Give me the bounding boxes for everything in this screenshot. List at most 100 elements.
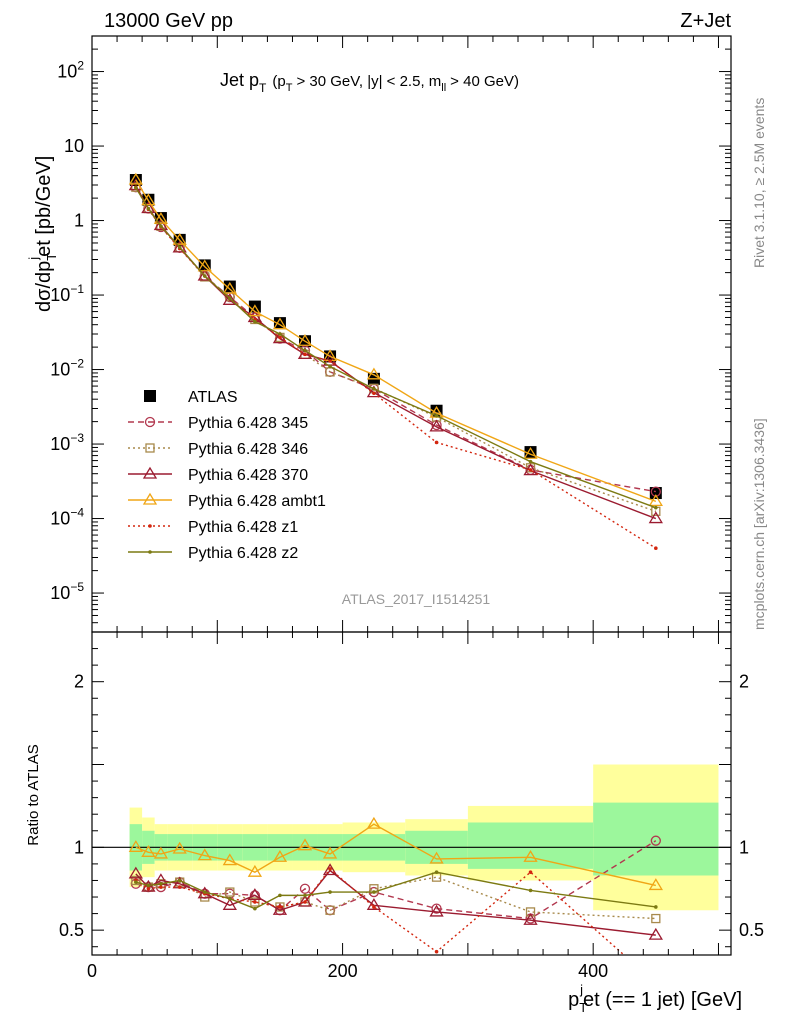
- data-point: [366, 816, 382, 829]
- data-point: [654, 981, 658, 985]
- y-tick-exponent: −4: [70, 506, 84, 520]
- data-point: [272, 903, 288, 915]
- data-point: [648, 494, 663, 507]
- title-main-sub: T: [259, 81, 267, 95]
- title-main: Jet p: [220, 70, 259, 90]
- data-point: [253, 319, 257, 324]
- y-tick-base: 10: [50, 360, 70, 380]
- data-point: [159, 885, 163, 889]
- data-point: [159, 881, 163, 886]
- data-point: [303, 900, 307, 904]
- data-point: [297, 838, 313, 851]
- ratio-y-tick-label: 1: [74, 837, 84, 857]
- data-point: [172, 240, 187, 253]
- data-point: [303, 893, 307, 898]
- legend-entry: Pythia 6.428 ambt1: [128, 492, 326, 510]
- title-cut-sub1: T: [286, 82, 293, 94]
- data-point: [650, 835, 661, 846]
- ratio-line: [135, 869, 656, 936]
- data-point: [523, 912, 538, 925]
- x-axis-label: pTjet (== 1 jet) [GeV]: [568, 982, 742, 1015]
- data-point: [372, 890, 376, 894]
- legend-entry: ATLAS: [144, 389, 238, 406]
- ratio-line: [135, 867, 626, 955]
- data-point: [434, 949, 439, 954]
- data-point: [202, 274, 207, 278]
- legend-label: ATLAS: [188, 389, 238, 406]
- ylabel-sub: T: [44, 253, 59, 261]
- data-point: [372, 387, 376, 391]
- ratio-series-pythia-6-428-ambt1: [128, 816, 663, 891]
- data-point: [144, 416, 156, 428]
- band-green-bin: [593, 802, 719, 876]
- y-tick-label: 10−4: [50, 506, 84, 529]
- y-tick-base: 10: [50, 583, 70, 603]
- ylabel-a: dσ/dp: [33, 261, 55, 312]
- data-point: [159, 224, 163, 228]
- legend: ATLAS Pythia 6.428 345 Pythia 6.428 346 Pyt…: [128, 389, 326, 562]
- y-tick-exponent: −2: [70, 357, 84, 371]
- data-point: [222, 853, 237, 866]
- data-point: [523, 446, 538, 459]
- data-point: [654, 546, 658, 550]
- data-point: [250, 897, 260, 907]
- legend-entry: Pythia 6.428 345: [128, 415, 308, 432]
- data-point: [197, 259, 212, 272]
- ratio-y-tick-label-right: 0.5: [739, 920, 764, 940]
- data-point: [297, 894, 313, 907]
- series-line: [135, 187, 657, 509]
- data-point: [134, 186, 138, 190]
- data-point: [366, 898, 382, 910]
- x-tick-label: 0: [87, 961, 97, 981]
- data-point: [278, 332, 282, 336]
- legend-entry: Pythia 6.428 z2: [128, 545, 298, 562]
- data-point: [272, 850, 288, 862]
- x-tick-label: 400: [578, 961, 608, 981]
- data-point: [651, 913, 661, 924]
- data-point: [654, 905, 658, 909]
- legend-label: Pythia 6.428 346: [188, 441, 308, 458]
- y-tick-base: 10: [50, 434, 70, 454]
- data-point: [325, 905, 335, 915]
- data-point: [153, 846, 169, 859]
- main-series-layer: [128, 172, 663, 550]
- data-point: [228, 896, 232, 901]
- data-point: [299, 883, 311, 894]
- data-point: [134, 880, 138, 884]
- data-point: [197, 268, 212, 281]
- main-y-axis-label: dσ/dpTjet [pb/GeV]: [26, 156, 59, 312]
- y-tick-base: 10: [64, 136, 84, 156]
- title-cut-sub2: ll: [441, 82, 446, 94]
- data-point: [172, 232, 187, 245]
- data-point: [128, 172, 144, 185]
- ratio-y-tick-label: 2: [74, 672, 84, 692]
- data-point: [148, 524, 152, 528]
- y-tick-base: 10: [57, 62, 77, 82]
- y-tick-exponent: −5: [70, 580, 84, 594]
- data-point: [247, 888, 263, 901]
- data-point: [366, 385, 382, 398]
- y-tick-base: 1: [74, 211, 84, 231]
- title-cut-close: > 40 GeV): [450, 73, 519, 90]
- data-point: [297, 333, 313, 346]
- data-point: [177, 885, 182, 889]
- data-point: [222, 293, 237, 305]
- data-point: [141, 201, 156, 214]
- ylabel-sup: j: [26, 257, 41, 261]
- data-point: [223, 280, 236, 293]
- data-point: [153, 218, 169, 231]
- legend-label: Pythia 6.428 z2: [188, 545, 298, 562]
- data-point: [225, 887, 235, 897]
- data-point: [247, 304, 263, 317]
- analysis-watermark: ATLAS_2017_I1514251: [342, 591, 491, 607]
- series-pythia-6-428-z2: [134, 186, 658, 510]
- ratio-y-tick-label-right: 1: [739, 837, 749, 857]
- data-point: [172, 841, 187, 854]
- data-point: [228, 296, 232, 301]
- data-point: [146, 886, 151, 891]
- y-tick-label: 102: [57, 59, 84, 82]
- process-label: Z+Jet: [680, 10, 731, 32]
- y-tick-label: 10−5: [50, 580, 84, 603]
- legend-entry: Pythia 6.428 z1: [128, 519, 298, 536]
- data-point: [142, 466, 158, 479]
